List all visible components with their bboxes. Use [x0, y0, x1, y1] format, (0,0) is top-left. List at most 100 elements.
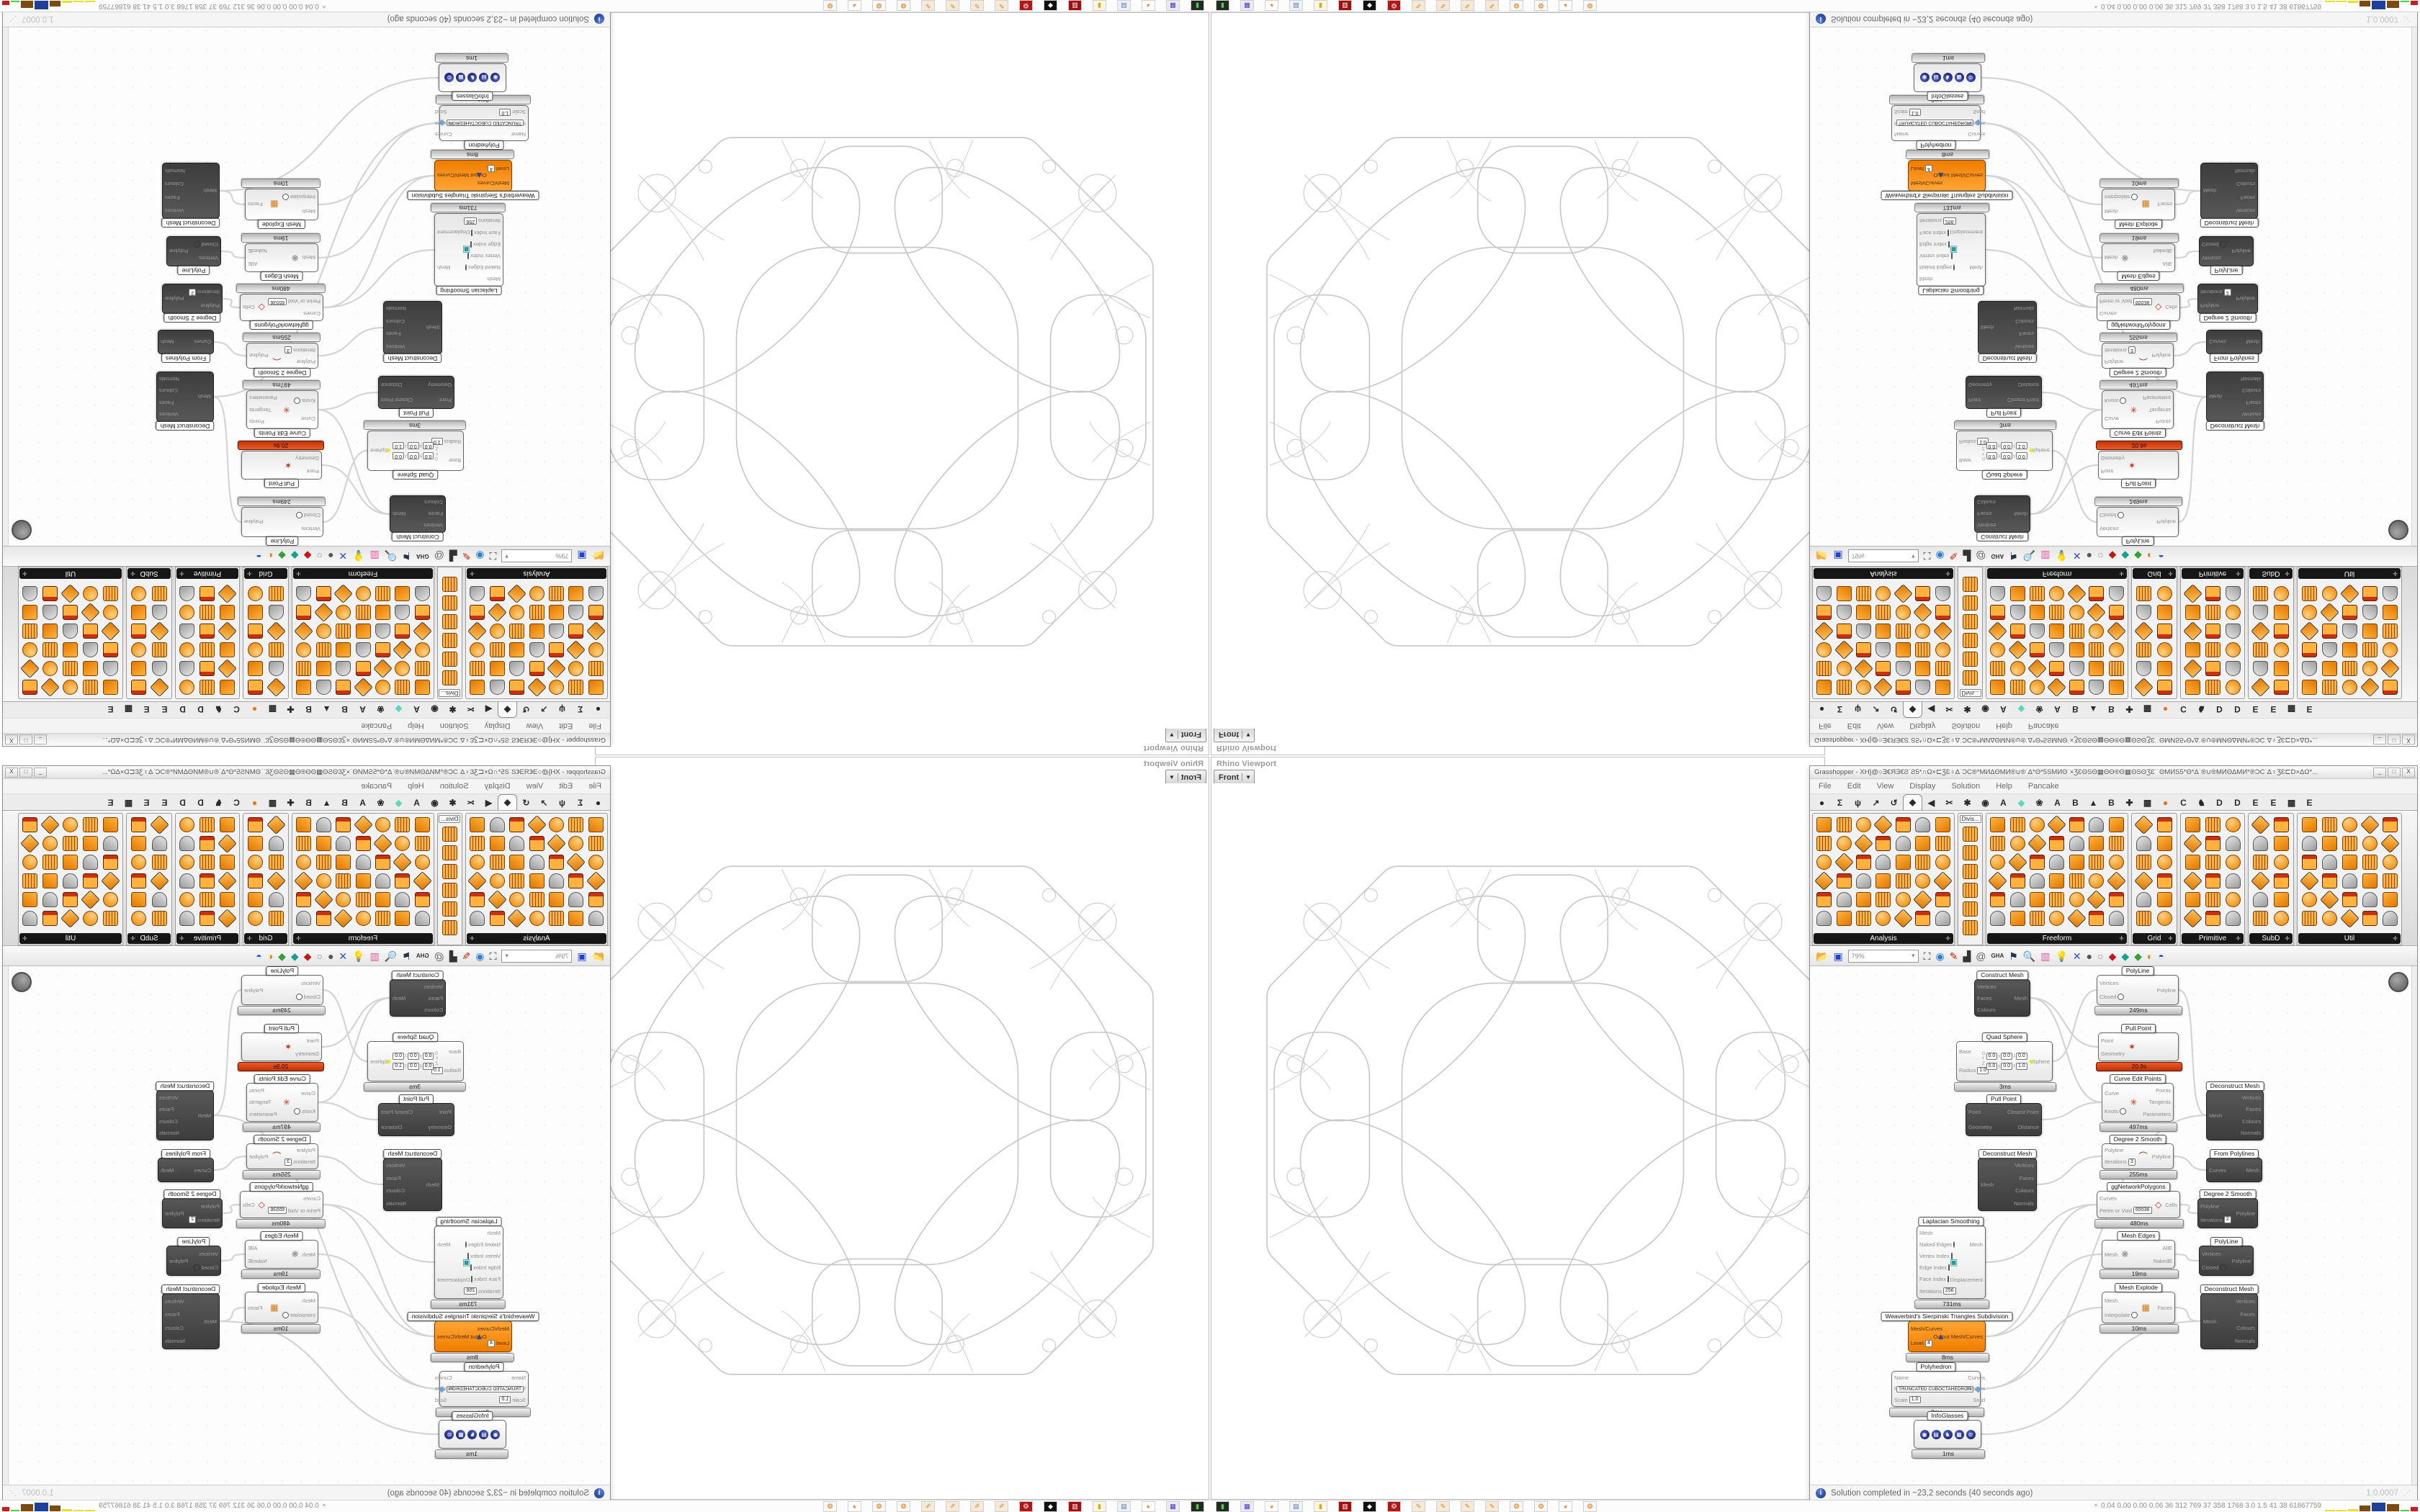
gem-blue-icon[interactable]: ◓ [2158, 950, 2164, 962]
paint-app-icon[interactable]: ✎ [1412, 1501, 1425, 1512]
output-port[interactable]: Displacement [1950, 1277, 1983, 1283]
input-port[interactable]: Polyline [2105, 1147, 2136, 1153]
input-port[interactable]: Mesh [426, 325, 439, 331]
component-icon[interactable] [2134, 871, 2154, 891]
node-curve-edit-points[interactable]: Curve Knots ✳ Points Tangents Parameters [246, 1083, 318, 1122]
component-icon[interactable] [2184, 817, 2200, 832]
component-icon[interactable] [333, 584, 353, 603]
component-icon[interactable] [296, 586, 312, 601]
component-icon[interactable] [2253, 661, 2268, 676]
component-tab-1[interactable]: Σ [1837, 798, 1843, 808]
output-port[interactable]: Colours [386, 1187, 405, 1194]
component-icon[interactable] [393, 640, 413, 660]
component-icon[interactable] [2362, 605, 2378, 620]
component-icon[interactable] [2225, 855, 2241, 870]
input-port[interactable]: Vertices [194, 255, 218, 261]
component-icon[interactable] [2321, 817, 2337, 832]
blender-icon[interactable]: ❂ [1534, 1501, 1548, 1512]
component-icon[interactable] [1876, 911, 1891, 926]
component-icon[interactable] [1895, 642, 1911, 657]
component-icon[interactable] [248, 605, 263, 620]
component-icon[interactable] [296, 911, 312, 926]
component-icon[interactable] [509, 680, 525, 695]
palette-category-label[interactable]: Analysis ✛ [1814, 568, 1953, 579]
component-icon[interactable] [568, 586, 584, 601]
component-icon[interactable] [355, 661, 371, 676]
component-icon[interactable] [1836, 605, 1852, 620]
component-tab-3[interactable]: ↗ [540, 798, 548, 808]
infoglasses-icon[interactable]: ♞ [1942, 1429, 1953, 1439]
node-label-mesh-edges[interactable]: Mesh Edges [260, 271, 303, 281]
output-port[interactable]: Normals [165, 167, 185, 174]
infoglasses-icon[interactable]: ◉ [490, 1429, 501, 1439]
input-port[interactable]: Polyline [284, 359, 315, 365]
component-icon[interactable] [1915, 817, 1931, 832]
value-box[interactable]: 0.0 [2016, 452, 2027, 459]
component-icon[interactable] [1856, 624, 1872, 639]
component-icon[interactable] [1915, 586, 1931, 601]
input-port[interactable]: Mesh [302, 255, 315, 261]
component-icon[interactable] [1854, 834, 1873, 853]
gem-orange-icon[interactable]: ◐ [2146, 550, 2154, 562]
gem-red-icon[interactable]: ◆ [303, 950, 312, 962]
gem-orange-icon[interactable]: ◐ [266, 550, 274, 562]
input-port[interactable]: Polyline [2200, 1203, 2231, 1210]
output-port[interactable]: Vertices [2236, 1297, 2255, 1305]
component-icon[interactable] [2321, 642, 2337, 657]
expand-plus-icon[interactable]: ✛ [130, 935, 135, 942]
component-icon[interactable] [375, 911, 390, 926]
component-icon[interactable] [220, 680, 236, 695]
component-icon[interactable] [568, 624, 584, 639]
node-label-mesh-explode[interactable]: Mesh Explode [2115, 1283, 2162, 1292]
component-icon[interactable] [2157, 605, 2172, 620]
node-laplacian[interactable]: Mesh Naked Edges Vertex Index Edge Index Fac… [1917, 1225, 1986, 1299]
component-icon[interactable] [2341, 817, 2357, 832]
component-icon[interactable] [2049, 586, 2065, 601]
node-label-deconstruct-mesh-c2[interactable]: Deconstruct Mesh [2200, 218, 2259, 228]
component-icon[interactable] [470, 855, 485, 870]
preview-eye-icon[interactable]: ◉ [1935, 950, 1945, 962]
menu-help[interactable]: Help [408, 782, 424, 791]
component-icon[interactable] [2253, 642, 2268, 657]
blender-icon[interactable]: ❂ [1510, 1501, 1523, 1512]
palette-category-label[interactable]: Analysis ✛ [467, 933, 606, 944]
finder-icon[interactable]: 🔍 [2022, 950, 2036, 962]
node-mesh-edges[interactable]: Mesh ❋ AllE NakedE [245, 1240, 318, 1269]
component-icon[interactable] [2205, 661, 2220, 676]
value-box[interactable]: 1.0 [1977, 1066, 1989, 1074]
component-tab-16[interactable]: B [2108, 704, 2115, 714]
input-port[interactable]: Colours [1977, 1007, 1996, 1013]
minimize-button[interactable]: _ [34, 767, 47, 778]
component-icon[interactable] [248, 624, 263, 639]
node-label-construct-mesh[interactable]: Construct Mesh [392, 971, 444, 980]
tray-chevron-icon[interactable]: ^ [2094, 1502, 2098, 1510]
component-icon[interactable] [489, 911, 505, 926]
infoglasses-icon[interactable]: ♞ [467, 73, 478, 83]
output-port[interactable]: Faces [165, 194, 180, 201]
input-port[interactable]: Level 4 [487, 165, 509, 173]
preview-eye-icon[interactable]: ◉ [475, 950, 485, 962]
component-icon[interactable] [487, 890, 507, 909]
component-icon[interactable] [588, 855, 604, 870]
gem-orange-icon[interactable]: ◐ [2146, 950, 2154, 962]
component-icon[interactable] [395, 624, 411, 639]
expand-plus-icon[interactable]: ✛ [2393, 935, 2398, 942]
bulb-icon[interactable]: 💡 [352, 950, 365, 962]
component-icon[interactable] [375, 586, 390, 601]
component-icon[interactable] [248, 661, 263, 676]
component-icon[interactable] [2225, 836, 2241, 851]
input-port[interactable]: Radius 1.0 [1959, 438, 1989, 446]
component-tab-26[interactable]: ▦ [124, 798, 133, 808]
component-icon[interactable] [2087, 890, 2107, 909]
component-icon[interactable] [22, 680, 38, 695]
value-box[interactable]: 0.0 [422, 1063, 434, 1070]
input-port[interactable]: Naked Edges [1919, 1241, 1955, 1248]
node-label-degree2smooth-b[interactable]: Degree 2 Smooth [2109, 1135, 2166, 1144]
gem-green-icon[interactable]: ◆ [278, 550, 286, 562]
component-tab-3[interactable]: ↗ [1872, 704, 1880, 714]
node-polyline-c[interactable]: Vertices Closed Polyline [166, 1246, 221, 1276]
node-mesh-explode[interactable]: Mesh Interpolate ▦ Faces [2102, 1292, 2175, 1323]
component-icon[interactable] [2136, 836, 2151, 851]
output-port[interactable]: Polyline [2151, 1153, 2171, 1160]
component-tab-7[interactable]: ✂ [467, 704, 475, 714]
